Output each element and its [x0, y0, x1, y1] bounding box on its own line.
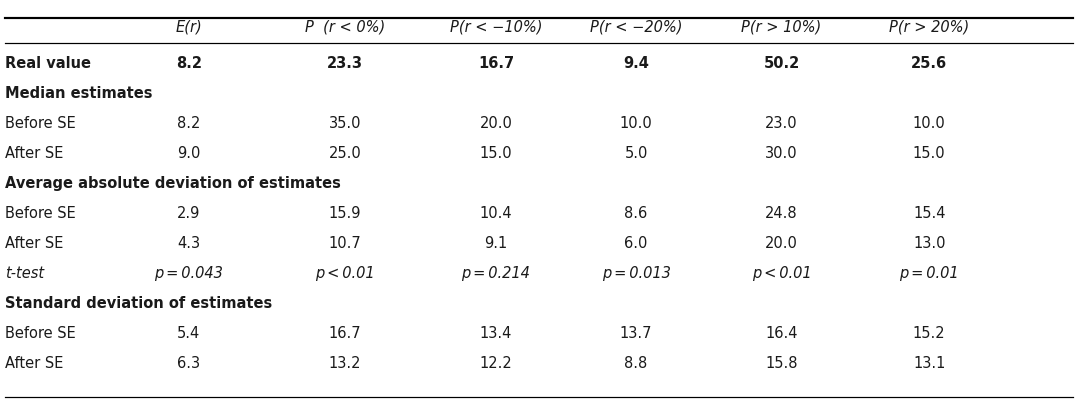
Text: 13.7: 13.7	[620, 326, 652, 341]
Text: 15.0: 15.0	[913, 146, 945, 161]
Text: p = 0.01: p = 0.01	[899, 266, 959, 281]
Text: 8.6: 8.6	[624, 206, 648, 221]
Text: 30.0: 30.0	[765, 146, 798, 161]
Text: 8.2: 8.2	[177, 116, 201, 131]
Text: 5.0: 5.0	[624, 146, 648, 161]
Text: 2.9: 2.9	[177, 206, 201, 221]
Text: Average absolute deviation of estimates: Average absolute deviation of estimates	[5, 176, 342, 191]
Text: p < 0.01: p < 0.01	[751, 266, 812, 281]
Text: 10.0: 10.0	[913, 116, 945, 131]
Text: 9.4: 9.4	[623, 56, 649, 71]
Text: p < 0.01: p < 0.01	[315, 266, 375, 281]
Text: 13.1: 13.1	[913, 356, 945, 371]
Text: 8.2: 8.2	[176, 56, 202, 71]
Text: 4.3: 4.3	[177, 236, 201, 251]
Text: 6.3: 6.3	[177, 356, 201, 371]
Text: Real value: Real value	[5, 56, 92, 71]
Text: Median estimates: Median estimates	[5, 86, 153, 101]
Text: 9.1: 9.1	[484, 236, 508, 251]
Text: 12.2: 12.2	[480, 356, 512, 371]
Text: 10.7: 10.7	[329, 236, 361, 251]
Text: p = 0.043: p = 0.043	[154, 266, 223, 281]
Text: 15.2: 15.2	[913, 326, 945, 341]
Text: 13.2: 13.2	[329, 356, 361, 371]
Text: 15.4: 15.4	[913, 206, 945, 221]
Text: t-test: t-test	[5, 266, 44, 281]
Text: P(r > 20%): P(r > 20%)	[889, 19, 969, 34]
Text: After SE: After SE	[5, 146, 64, 161]
Text: After SE: After SE	[5, 356, 64, 371]
Text: 10.0: 10.0	[620, 116, 652, 131]
Text: After SE: After SE	[5, 236, 64, 251]
Text: E(r): E(r)	[176, 19, 202, 34]
Text: 50.2: 50.2	[763, 56, 800, 71]
Text: 16.4: 16.4	[765, 326, 798, 341]
Text: 8.8: 8.8	[624, 356, 648, 371]
Text: Standard deviation of estimates: Standard deviation of estimates	[5, 296, 273, 311]
Text: 20.0: 20.0	[480, 116, 512, 131]
Text: P(r > 10%): P(r > 10%)	[742, 19, 821, 34]
Text: 23.3: 23.3	[327, 56, 363, 71]
Text: 25.0: 25.0	[329, 146, 361, 161]
Text: Before SE: Before SE	[5, 116, 77, 131]
Text: 15.8: 15.8	[765, 356, 798, 371]
Text: P(r < −10%): P(r < −10%)	[450, 19, 542, 34]
Text: 15.9: 15.9	[329, 206, 361, 221]
Text: Before SE: Before SE	[5, 326, 77, 341]
Text: 16.7: 16.7	[478, 56, 514, 71]
Text: 10.4: 10.4	[480, 206, 512, 221]
Text: P  (r < 0%): P (r < 0%)	[305, 19, 385, 34]
Text: 16.7: 16.7	[329, 326, 361, 341]
Text: 20.0: 20.0	[765, 236, 798, 251]
Text: 5.4: 5.4	[177, 326, 201, 341]
Text: 15.0: 15.0	[480, 146, 512, 161]
Text: P(r < −20%): P(r < −20%)	[590, 19, 682, 34]
Text: 25.6: 25.6	[911, 56, 948, 71]
Text: Before SE: Before SE	[5, 206, 77, 221]
Text: p = 0.013: p = 0.013	[602, 266, 671, 281]
Text: 13.0: 13.0	[913, 236, 945, 251]
Text: 6.0: 6.0	[624, 236, 648, 251]
Text: 9.0: 9.0	[177, 146, 201, 161]
Text: 13.4: 13.4	[480, 326, 512, 341]
Text: 23.0: 23.0	[765, 116, 798, 131]
Text: 24.8: 24.8	[765, 206, 798, 221]
Text: 35.0: 35.0	[329, 116, 361, 131]
Text: p = 0.214: p = 0.214	[461, 266, 530, 281]
